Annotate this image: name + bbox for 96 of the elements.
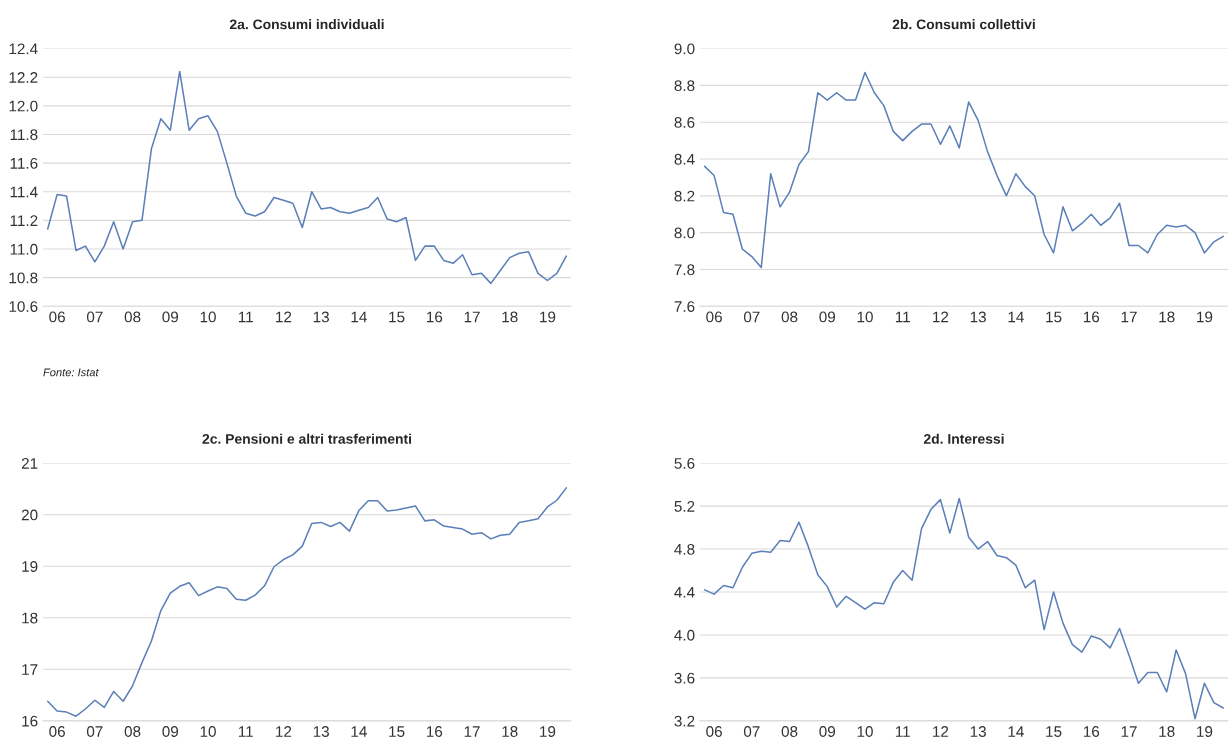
x-tick-label: 14 [351, 311, 367, 323]
x-tick-label: 09 [819, 311, 836, 323]
y-tick-label: 11.2 [10, 215, 38, 226]
x-tick-label: 13 [313, 311, 329, 323]
y-tick-label: 3.6 [674, 672, 695, 684]
x-tick-label: 14 [1008, 726, 1024, 737]
x-tick-label: 08 [124, 726, 141, 737]
y-tick-label: 7.6 [674, 301, 695, 312]
x-tick-label: 14 [1008, 311, 1024, 323]
y-tick-label: 10.8 [9, 272, 38, 284]
x-tick-label: 08 [781, 311, 798, 323]
y-tick-label: 12.4 [9, 43, 38, 55]
x-tick-label: 06 [706, 726, 722, 737]
x-tick-label: 18 [1159, 311, 1175, 323]
chart-title: 2b. Consumi collettivi [892, 19, 1035, 30]
y-tick-label: 21 [21, 458, 38, 469]
x-tick-label: 18 [502, 726, 518, 737]
x-tick-label: 17 [1121, 311, 1137, 323]
y-tick-label: 8.8 [674, 80, 695, 92]
y-tick-label: 5.2 [674, 500, 695, 512]
x-tick-label: 08 [124, 311, 141, 323]
x-tick-label: 17 [464, 311, 480, 323]
y-tick-label: 12.2 [9, 72, 38, 83]
line-series [46, 70, 568, 285]
x-tick-label: 16 [1083, 311, 1100, 323]
x-tick-label: 07 [86, 726, 103, 737]
x-tick-label: 13 [313, 726, 329, 737]
y-tick-label: 8.0 [674, 227, 695, 239]
y-tick-label: 4.0 [674, 629, 695, 641]
x-tick-label: 15 [1046, 311, 1062, 323]
y-tick-label: 19 [22, 561, 38, 572]
x-tick-label: 09 [162, 311, 179, 323]
y-tick-label: 8.2 [674, 190, 695, 202]
y-tick-label: 17 [22, 664, 38, 675]
x-tick-label: 19 [540, 726, 556, 737]
x-tick-label: 17 [464, 726, 480, 737]
x-tick-label: 13 [970, 311, 986, 323]
x-tick-label: 19 [1197, 726, 1213, 737]
x-tick-label: 13 [970, 726, 986, 737]
x-tick-label: 11 [238, 311, 253, 323]
y-tick-label: 11.8 [10, 129, 38, 141]
y-tick-label: 20 [21, 509, 38, 521]
x-tick-label: 18 [1159, 726, 1175, 737]
x-tick-label: 07 [86, 311, 103, 323]
x-tick-label: 11 [238, 726, 253, 737]
y-tick-label: 4.4 [674, 587, 695, 598]
x-tick-label: 10 [200, 726, 216, 737]
y-tick-label: 12.0 [9, 100, 38, 112]
y-tick-label: 8.4 [674, 153, 695, 165]
line-series [46, 487, 568, 717]
x-tick-label: 10 [200, 311, 216, 323]
x-tick-label: 06 [706, 311, 722, 323]
chart-title: 2a. Consumi individuali [229, 19, 384, 30]
y-tick-label: 9.0 [674, 43, 695, 55]
x-tick-label: 14 [351, 726, 367, 737]
line-series [703, 71, 1225, 269]
y-tick-label: 8.6 [674, 117, 695, 128]
y-tick-label: 10.6 [9, 301, 38, 312]
chart-title: 2d. Interessi [923, 433, 1004, 444]
y-tick-label: 3.2 [674, 715, 695, 727]
y-tick-label: 16 [22, 715, 38, 727]
x-tick-label: 09 [162, 726, 179, 737]
chart-title: 2c. Pensioni e altri trasferimenti [202, 433, 411, 444]
x-tick-label: 17 [1121, 726, 1137, 737]
x-tick-label: 08 [781, 726, 798, 737]
x-tick-label: 07 [743, 311, 760, 323]
x-tick-label: 11 [895, 726, 910, 737]
x-tick-label: 12 [933, 311, 949, 323]
x-tick-label: 19 [540, 311, 556, 323]
x-tick-label: 11 [895, 311, 910, 323]
x-tick-label: 18 [502, 311, 518, 323]
y-tick-label: 7.8 [674, 264, 695, 276]
y-tick-label: 5.6 [674, 458, 695, 469]
x-tick-label: 06 [49, 726, 65, 737]
y-tick-label: 11.4 [10, 186, 38, 198]
x-tick-label: 12 [933, 726, 949, 737]
x-tick-label: 07 [743, 726, 760, 737]
y-tick-label: 11.6 [10, 157, 38, 169]
source-note: Fonte: Istat [43, 368, 99, 377]
x-tick-label: 15 [1046, 726, 1062, 737]
x-tick-label: 06 [49, 311, 65, 323]
y-tick-label: 11.0 [10, 243, 38, 255]
x-tick-label: 09 [819, 726, 836, 737]
x-tick-label: 16 [1083, 726, 1100, 737]
x-tick-label: 12 [276, 726, 292, 737]
y-tick-label: 18 [22, 612, 38, 624]
x-tick-label: 10 [857, 311, 873, 323]
y-tick-label: 4.8 [674, 543, 695, 555]
x-tick-label: 16 [426, 311, 443, 323]
x-tick-label: 12 [276, 311, 292, 323]
x-tick-label: 19 [1197, 311, 1213, 323]
x-tick-label: 10 [857, 726, 873, 737]
line-series [703, 497, 1225, 720]
x-tick-label: 15 [389, 311, 405, 323]
x-tick-label: 16 [426, 726, 443, 737]
x-tick-label: 15 [389, 726, 405, 737]
